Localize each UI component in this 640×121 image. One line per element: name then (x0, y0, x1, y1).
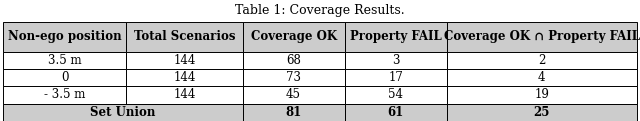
Bar (344, 104, 447, 121)
Bar (3, 86, 127, 104)
Bar (127, 69, 243, 86)
Text: Table 1: Coverage Results.: Table 1: Coverage Results. (235, 4, 405, 17)
Text: 45: 45 (286, 88, 301, 101)
Bar (243, 104, 344, 121)
Bar (344, 69, 447, 86)
Text: 144: 144 (173, 71, 196, 84)
Text: - 3.5 m: - 3.5 m (44, 88, 86, 101)
Bar (447, 86, 637, 104)
Text: 25: 25 (534, 106, 550, 119)
Bar (3, 104, 243, 121)
Text: 4: 4 (538, 71, 545, 84)
Text: 19: 19 (534, 88, 549, 101)
Bar (243, 22, 344, 52)
Text: 2: 2 (538, 54, 545, 67)
Bar (127, 52, 243, 69)
Text: 61: 61 (388, 106, 404, 119)
Text: 3.5 m: 3.5 m (48, 54, 82, 67)
Bar (127, 22, 243, 52)
Bar (127, 86, 243, 104)
Bar (447, 52, 637, 69)
Bar (344, 22, 447, 52)
Bar (344, 52, 447, 69)
Bar (447, 104, 637, 121)
Text: 68: 68 (286, 54, 301, 67)
Bar (243, 52, 344, 69)
Text: 73: 73 (286, 71, 301, 84)
Bar (447, 22, 637, 52)
Text: 17: 17 (388, 71, 403, 84)
Text: Coverage OK: Coverage OK (250, 30, 337, 43)
Bar (243, 86, 344, 104)
Text: Set Union: Set Union (90, 106, 156, 119)
Bar (3, 22, 127, 52)
Bar (243, 69, 344, 86)
Bar (3, 69, 127, 86)
Text: Property FAIL: Property FAIL (350, 30, 442, 43)
Bar (3, 52, 127, 69)
Text: 3: 3 (392, 54, 399, 67)
Text: 0: 0 (61, 71, 68, 84)
Text: Non-ego position: Non-ego position (8, 30, 122, 43)
Text: Coverage OK ∩ Property FAIL: Coverage OK ∩ Property FAIL (444, 30, 640, 43)
Text: 144: 144 (173, 88, 196, 101)
Text: 144: 144 (173, 54, 196, 67)
Text: Total Scenarios: Total Scenarios (134, 30, 236, 43)
Bar (344, 86, 447, 104)
Bar (447, 69, 637, 86)
Text: 81: 81 (285, 106, 301, 119)
Text: 54: 54 (388, 88, 403, 101)
